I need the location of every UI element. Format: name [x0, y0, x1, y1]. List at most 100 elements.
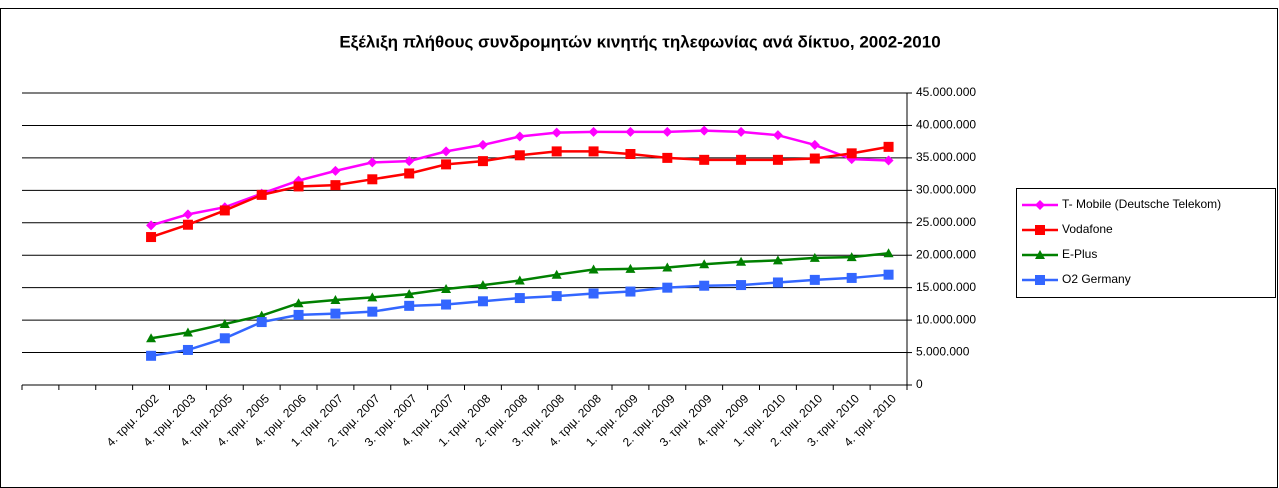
data-point [699, 259, 710, 269]
data-point [441, 146, 452, 157]
data-point [699, 125, 710, 136]
data-point [514, 150, 525, 161]
data-point [256, 189, 267, 200]
legend-marker [1035, 225, 1045, 235]
data-point [699, 280, 710, 291]
data-point [477, 296, 488, 307]
data-point [219, 205, 230, 216]
chart-title: Εξέλιξη πλήθους συνδρομητών κινητής τηλε… [339, 32, 940, 51]
legend-marker [1035, 200, 1045, 210]
data-point [404, 289, 415, 299]
data-point [846, 272, 857, 283]
data-point [625, 148, 636, 159]
y-tick-label: 15.000.000 [916, 280, 976, 294]
data-point [551, 269, 562, 279]
data-point [330, 308, 341, 319]
data-point [883, 141, 894, 152]
data-point [625, 286, 636, 297]
data-point [662, 126, 673, 137]
legend-label: O2 Germany [1062, 272, 1131, 286]
data-point [514, 293, 525, 304]
y-tick-label: 45.000.000 [916, 85, 976, 99]
data-point [699, 154, 710, 165]
data-point [441, 159, 452, 170]
data-point [662, 262, 673, 272]
data-point [477, 139, 488, 150]
data-point [662, 282, 673, 293]
legend-label: Vodafone [1062, 222, 1113, 236]
data-point [883, 155, 894, 166]
data-point [883, 248, 894, 258]
data-point [514, 275, 525, 285]
data-point [551, 146, 562, 157]
y-tick-label: 10.000.000 [916, 312, 976, 326]
legend-box [1016, 188, 1276, 298]
data-point [219, 333, 230, 344]
data-point [330, 180, 341, 191]
data-point [441, 283, 452, 293]
data-point [404, 156, 415, 167]
data-point [809, 153, 820, 164]
legend-marker [1035, 250, 1045, 259]
data-point [809, 252, 820, 262]
data-point [404, 300, 415, 311]
data-point [772, 255, 783, 265]
data-point [182, 209, 193, 220]
data-point [182, 219, 193, 230]
data-point [330, 294, 341, 304]
y-tick-label: 35.000.000 [916, 150, 976, 164]
data-point [772, 154, 783, 165]
data-point [367, 174, 378, 185]
data-point [809, 139, 820, 150]
y-tick-label: 25.000.000 [916, 215, 976, 229]
data-point [477, 156, 488, 167]
y-tick-label: 20.000.000 [916, 247, 976, 261]
data-point [736, 154, 747, 165]
y-tick-label: 40.000.000 [916, 118, 976, 132]
data-point [293, 309, 304, 320]
data-point [883, 269, 894, 280]
data-point [662, 152, 673, 163]
data-point [588, 146, 599, 157]
y-tick-label: 5.000.000 [916, 345, 970, 359]
data-point [367, 157, 378, 168]
data-point [809, 274, 820, 285]
data-point [588, 264, 599, 274]
data-point [404, 168, 415, 179]
data-point [477, 280, 488, 290]
data-point [625, 126, 636, 137]
data-point [772, 130, 783, 141]
data-point [736, 280, 747, 291]
data-point [256, 317, 267, 328]
legend-label: T- Mobile (Deutsche Telekom) [1062, 197, 1221, 211]
data-point [182, 327, 193, 337]
data-point [219, 319, 230, 329]
data-point [625, 263, 636, 273]
data-point [441, 299, 452, 310]
data-point [146, 232, 157, 243]
data-point [588, 288, 599, 299]
data-point [736, 256, 747, 266]
data-point [182, 344, 193, 355]
data-point [736, 126, 747, 137]
data-point [367, 292, 378, 302]
data-point [293, 298, 304, 308]
data-point [330, 165, 341, 176]
data-point [146, 333, 157, 343]
data-point [551, 291, 562, 302]
data-point [146, 220, 157, 231]
data-point [772, 277, 783, 288]
y-tick-label: 0 [916, 377, 923, 391]
y-tick-label: 30.000.000 [916, 183, 976, 197]
data-point [551, 127, 562, 138]
data-point [514, 131, 525, 142]
data-point [588, 126, 599, 137]
data-point [846, 148, 857, 159]
legend-marker [1035, 275, 1045, 285]
data-point [846, 252, 857, 262]
data-point [146, 350, 157, 361]
data-point [293, 181, 304, 192]
legend-label: E-Plus [1062, 247, 1097, 261]
data-point [367, 306, 378, 317]
